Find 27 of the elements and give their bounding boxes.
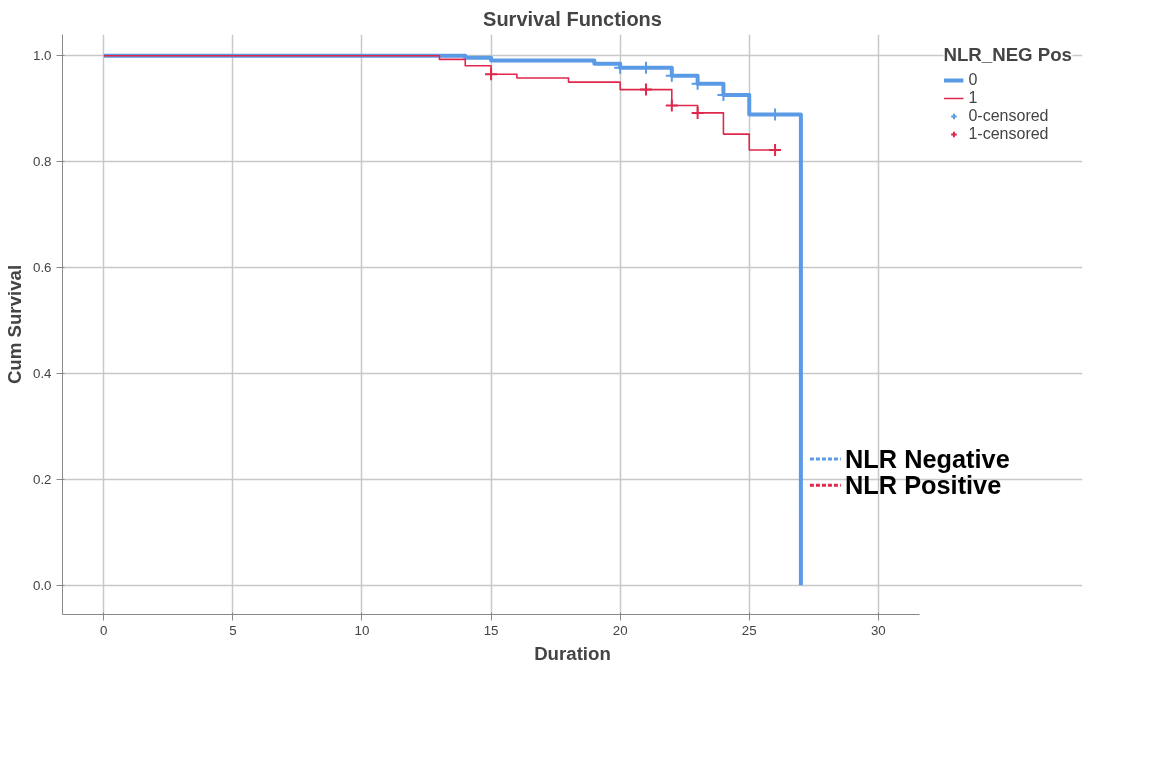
point — [638, 82, 653, 97]
x-tick-label: 5 — [229, 622, 237, 638]
legend-title: NLR_NEG Pos — [943, 44, 1072, 66]
legend-label: 1 — [968, 89, 979, 107]
x-tick-label: 25 — [741, 622, 757, 638]
y-axis-title: Cum Survival — [3, 264, 25, 385]
annotation: NLR Negative — [845, 445, 1010, 474]
point — [484, 67, 499, 82]
x-tick-label: 30 — [870, 622, 886, 638]
x-tick-label: 20 — [612, 622, 628, 638]
x-tick-label: 10 — [354, 622, 370, 638]
y-tick-label: 1.0 — [32, 48, 52, 64]
legend-label: 0-censored — [968, 107, 1049, 125]
legend-label: 0 — [968, 71, 979, 89]
x-tick-label: 15 — [483, 622, 499, 638]
y-tick-label: 0.0 — [32, 577, 52, 593]
y-tick-label: 0.8 — [32, 154, 52, 170]
chart-title: Survival Functions — [483, 7, 662, 30]
y-tick-label: 0.2 — [32, 471, 52, 487]
point — [690, 105, 705, 120]
y-tick-label: 0.4 — [32, 366, 53, 381]
x-axis-title: Duration — [534, 642, 611, 664]
y-tick-label: 0.6 — [32, 260, 52, 276]
point — [768, 142, 783, 157]
legend-label: 1-censored — [968, 125, 1049, 143]
point — [664, 98, 679, 113]
x-tick-label: 0 — [100, 622, 108, 638]
